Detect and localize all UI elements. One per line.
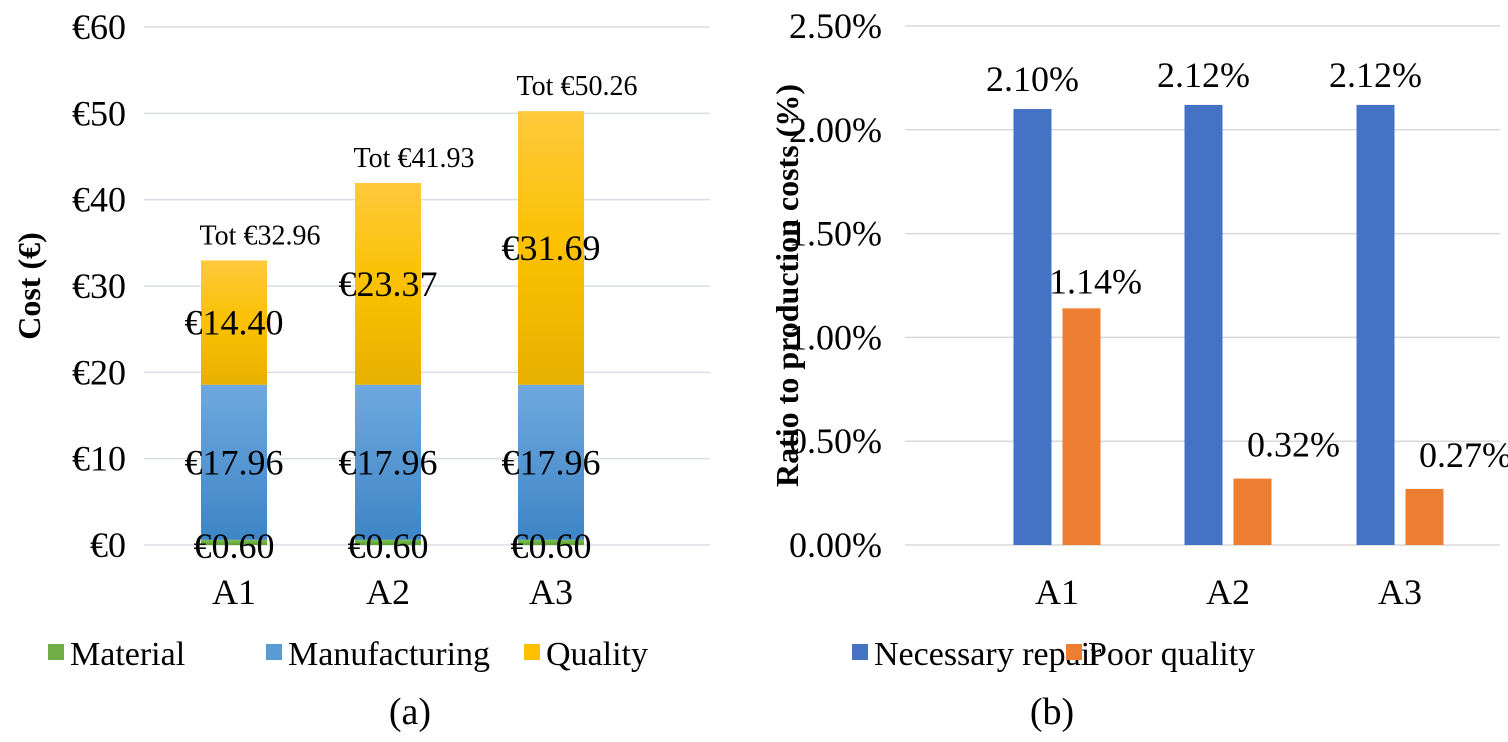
data-label: €17.96 bbox=[339, 442, 438, 482]
data-label: €17.96 bbox=[185, 442, 284, 482]
legend-label: Manufacturing bbox=[288, 636, 490, 673]
bar-material-a1 bbox=[201, 539, 267, 545]
legend-label: Material bbox=[70, 636, 185, 673]
caption: (a) bbox=[389, 691, 431, 733]
x-tick-label: A1 bbox=[212, 572, 256, 612]
y-tick-label: 1.50% bbox=[789, 214, 882, 254]
y-tick-label: 0.50% bbox=[789, 421, 882, 461]
data-label: €0.60 bbox=[511, 526, 592, 566]
total-label: Tot €41.93 bbox=[354, 143, 475, 174]
bar-quality-a2 bbox=[355, 183, 421, 385]
data-label: 0.32% bbox=[1247, 425, 1340, 465]
data-label: €31.69 bbox=[502, 228, 601, 268]
data-label: €23.37 bbox=[339, 264, 438, 304]
y-tick-label: €30 bbox=[72, 266, 126, 306]
data-label: €0.60 bbox=[348, 526, 429, 566]
bar-manufacturing-a2 bbox=[355, 384, 421, 540]
y-tick-label: €60 bbox=[72, 7, 126, 47]
y-tick-label: 2.00% bbox=[789, 110, 882, 150]
chart-a: €0 €10 €20 €30 €40 €50 €60 Cost (€) €0.60 €17.96 €… bbox=[11, 7, 710, 733]
legend-label: Poor quality bbox=[1088, 636, 1255, 673]
bar-material-a3 bbox=[518, 539, 584, 545]
x-tick-label: A2 bbox=[366, 572, 410, 612]
bar-manufacturing-a3 bbox=[518, 384, 584, 540]
x-tick-label: A3 bbox=[529, 572, 573, 612]
bar-material-a2 bbox=[355, 539, 421, 545]
data-label: €0.60 bbox=[194, 526, 275, 566]
data-label: €17.96 bbox=[502, 442, 601, 482]
x-tick-label: A1 bbox=[1035, 572, 1079, 612]
y-tick-label: 0.00% bbox=[789, 525, 882, 565]
y-axis-title: Cost (€) bbox=[11, 232, 47, 340]
legend-swatch bbox=[1066, 644, 1082, 660]
legend-swatch bbox=[524, 644, 540, 660]
bar-poor-quality-a2 bbox=[1233, 478, 1272, 545]
bar-quality-a3 bbox=[518, 111, 584, 385]
y-axis-title: Ratio to production costs (%) bbox=[769, 84, 805, 487]
data-label: 1.14% bbox=[1049, 261, 1142, 301]
data-label: 2.12% bbox=[1329, 55, 1422, 95]
data-label: 2.12% bbox=[1157, 55, 1250, 95]
x-tick-label: A2 bbox=[1206, 572, 1250, 612]
bar-quality-a1 bbox=[201, 260, 267, 385]
chart-b: 0.00% 0.50% 1.00% 1.50% 2.00% 2.50% Ratio to p… bbox=[769, 6, 1508, 733]
bar-necessary-repair-a3 bbox=[1356, 104, 1395, 545]
total-label: Tot €50.26 bbox=[517, 71, 638, 102]
legend-label: Necessary repair bbox=[874, 636, 1102, 673]
y-tick-label: 2.50% bbox=[789, 6, 882, 46]
data-label: €14.40 bbox=[185, 303, 284, 343]
y-tick-label: €20 bbox=[72, 352, 126, 392]
y-tick-label: €10 bbox=[72, 439, 126, 479]
data-label: 2.10% bbox=[986, 59, 1079, 99]
bar-necessary-repair-a1 bbox=[1013, 109, 1052, 545]
y-tick-label: €50 bbox=[72, 93, 126, 133]
data-label: 0.27% bbox=[1419, 435, 1508, 475]
bar-necessary-repair-a2 bbox=[1184, 104, 1223, 545]
x-tick-label: A3 bbox=[1378, 572, 1422, 612]
bar-poor-quality-a1 bbox=[1062, 308, 1101, 545]
legend-label: Quality bbox=[546, 636, 648, 673]
bar-poor-quality-a3 bbox=[1405, 488, 1444, 545]
caption: (b) bbox=[1030, 691, 1074, 733]
y-tick-label: 1.00% bbox=[789, 317, 882, 357]
y-tick-label: €0 bbox=[90, 525, 126, 565]
y-tick-label: €40 bbox=[72, 180, 126, 220]
bar-manufacturing-a1 bbox=[201, 384, 267, 540]
legend-swatch bbox=[852, 644, 868, 660]
legend-swatch bbox=[48, 644, 64, 660]
total-label: Tot €32.96 bbox=[200, 220, 321, 251]
legend-swatch bbox=[266, 644, 282, 660]
